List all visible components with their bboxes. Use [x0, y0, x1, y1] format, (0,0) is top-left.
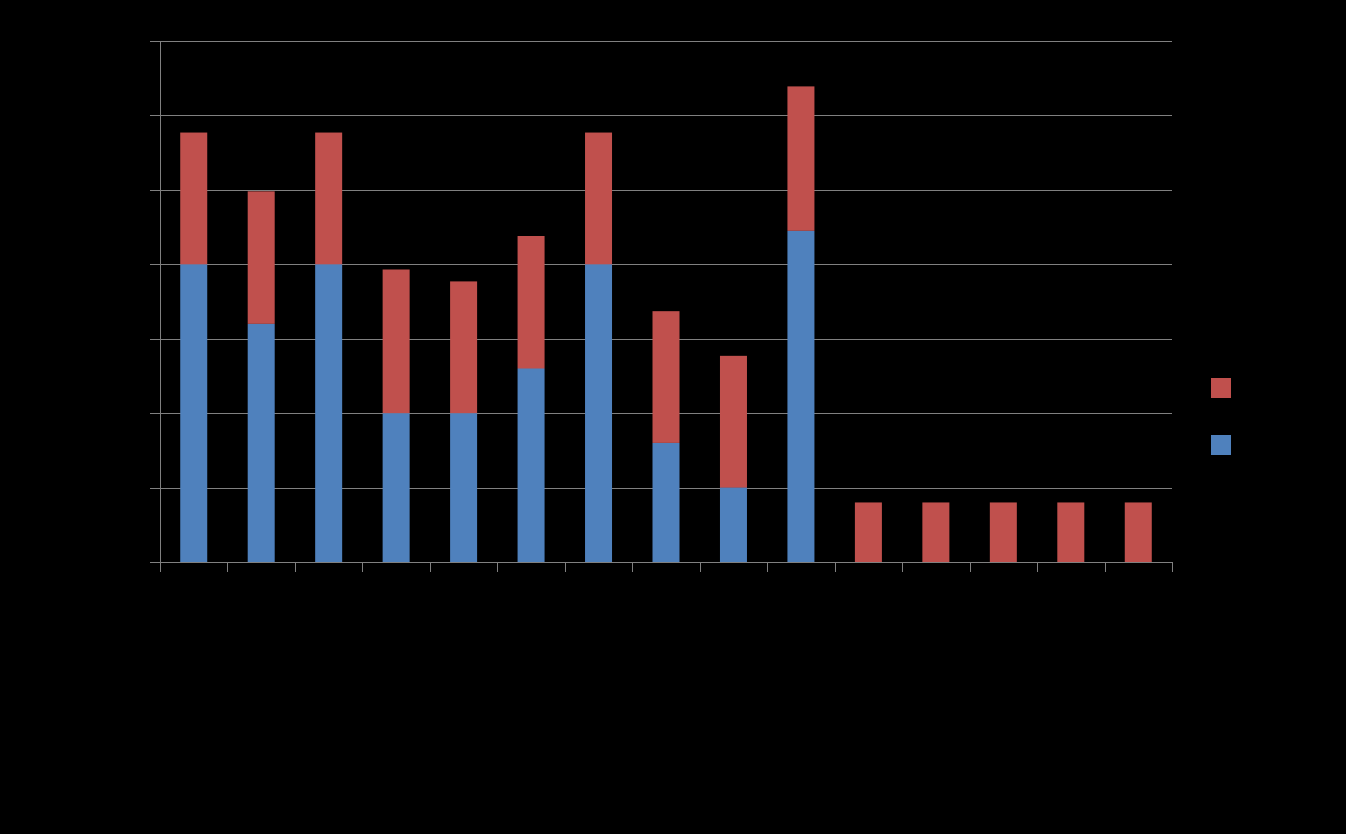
bar-series-2-12 — [922, 502, 950, 562]
bars — [180, 86, 1152, 563]
bar-series-2-8 — [652, 311, 680, 443]
bar-series-2-11 — [854, 502, 882, 562]
bar-series-2-14 — [1057, 502, 1085, 562]
bar-series-2-10 — [787, 86, 815, 231]
bar-series-1-5 — [450, 413, 478, 562]
bar-series-2-9 — [719, 355, 747, 488]
bar-series-2-5 — [450, 281, 478, 414]
legend — [1211, 378, 1231, 455]
bar-series-2-3 — [315, 132, 343, 265]
bar-series-1-10 — [787, 230, 815, 563]
axes — [150, 41, 1173, 572]
bar-series-2-1 — [180, 132, 208, 265]
legend-swatch-series-1 — [1211, 435, 1231, 455]
bar-series-2-6 — [517, 236, 545, 369]
bar-series-1-2 — [247, 323, 275, 562]
bar-series-1-3 — [315, 264, 343, 562]
bar-series-1-9 — [719, 487, 747, 562]
bar-series-1-4 — [382, 413, 410, 562]
bar-series-1-1 — [180, 264, 208, 562]
bar-series-1-7 — [585, 264, 613, 562]
bar-series-2-4 — [382, 269, 410, 414]
legend-swatch-series-2 — [1211, 378, 1231, 398]
bar-series-1-8 — [652, 442, 680, 562]
bar-series-2-13 — [989, 502, 1017, 562]
bar-series-2-7 — [585, 132, 613, 265]
bar-series-1-6 — [517, 368, 545, 562]
bar-series-2-15 — [1124, 502, 1152, 562]
bar-series-2-2 — [247, 191, 275, 324]
